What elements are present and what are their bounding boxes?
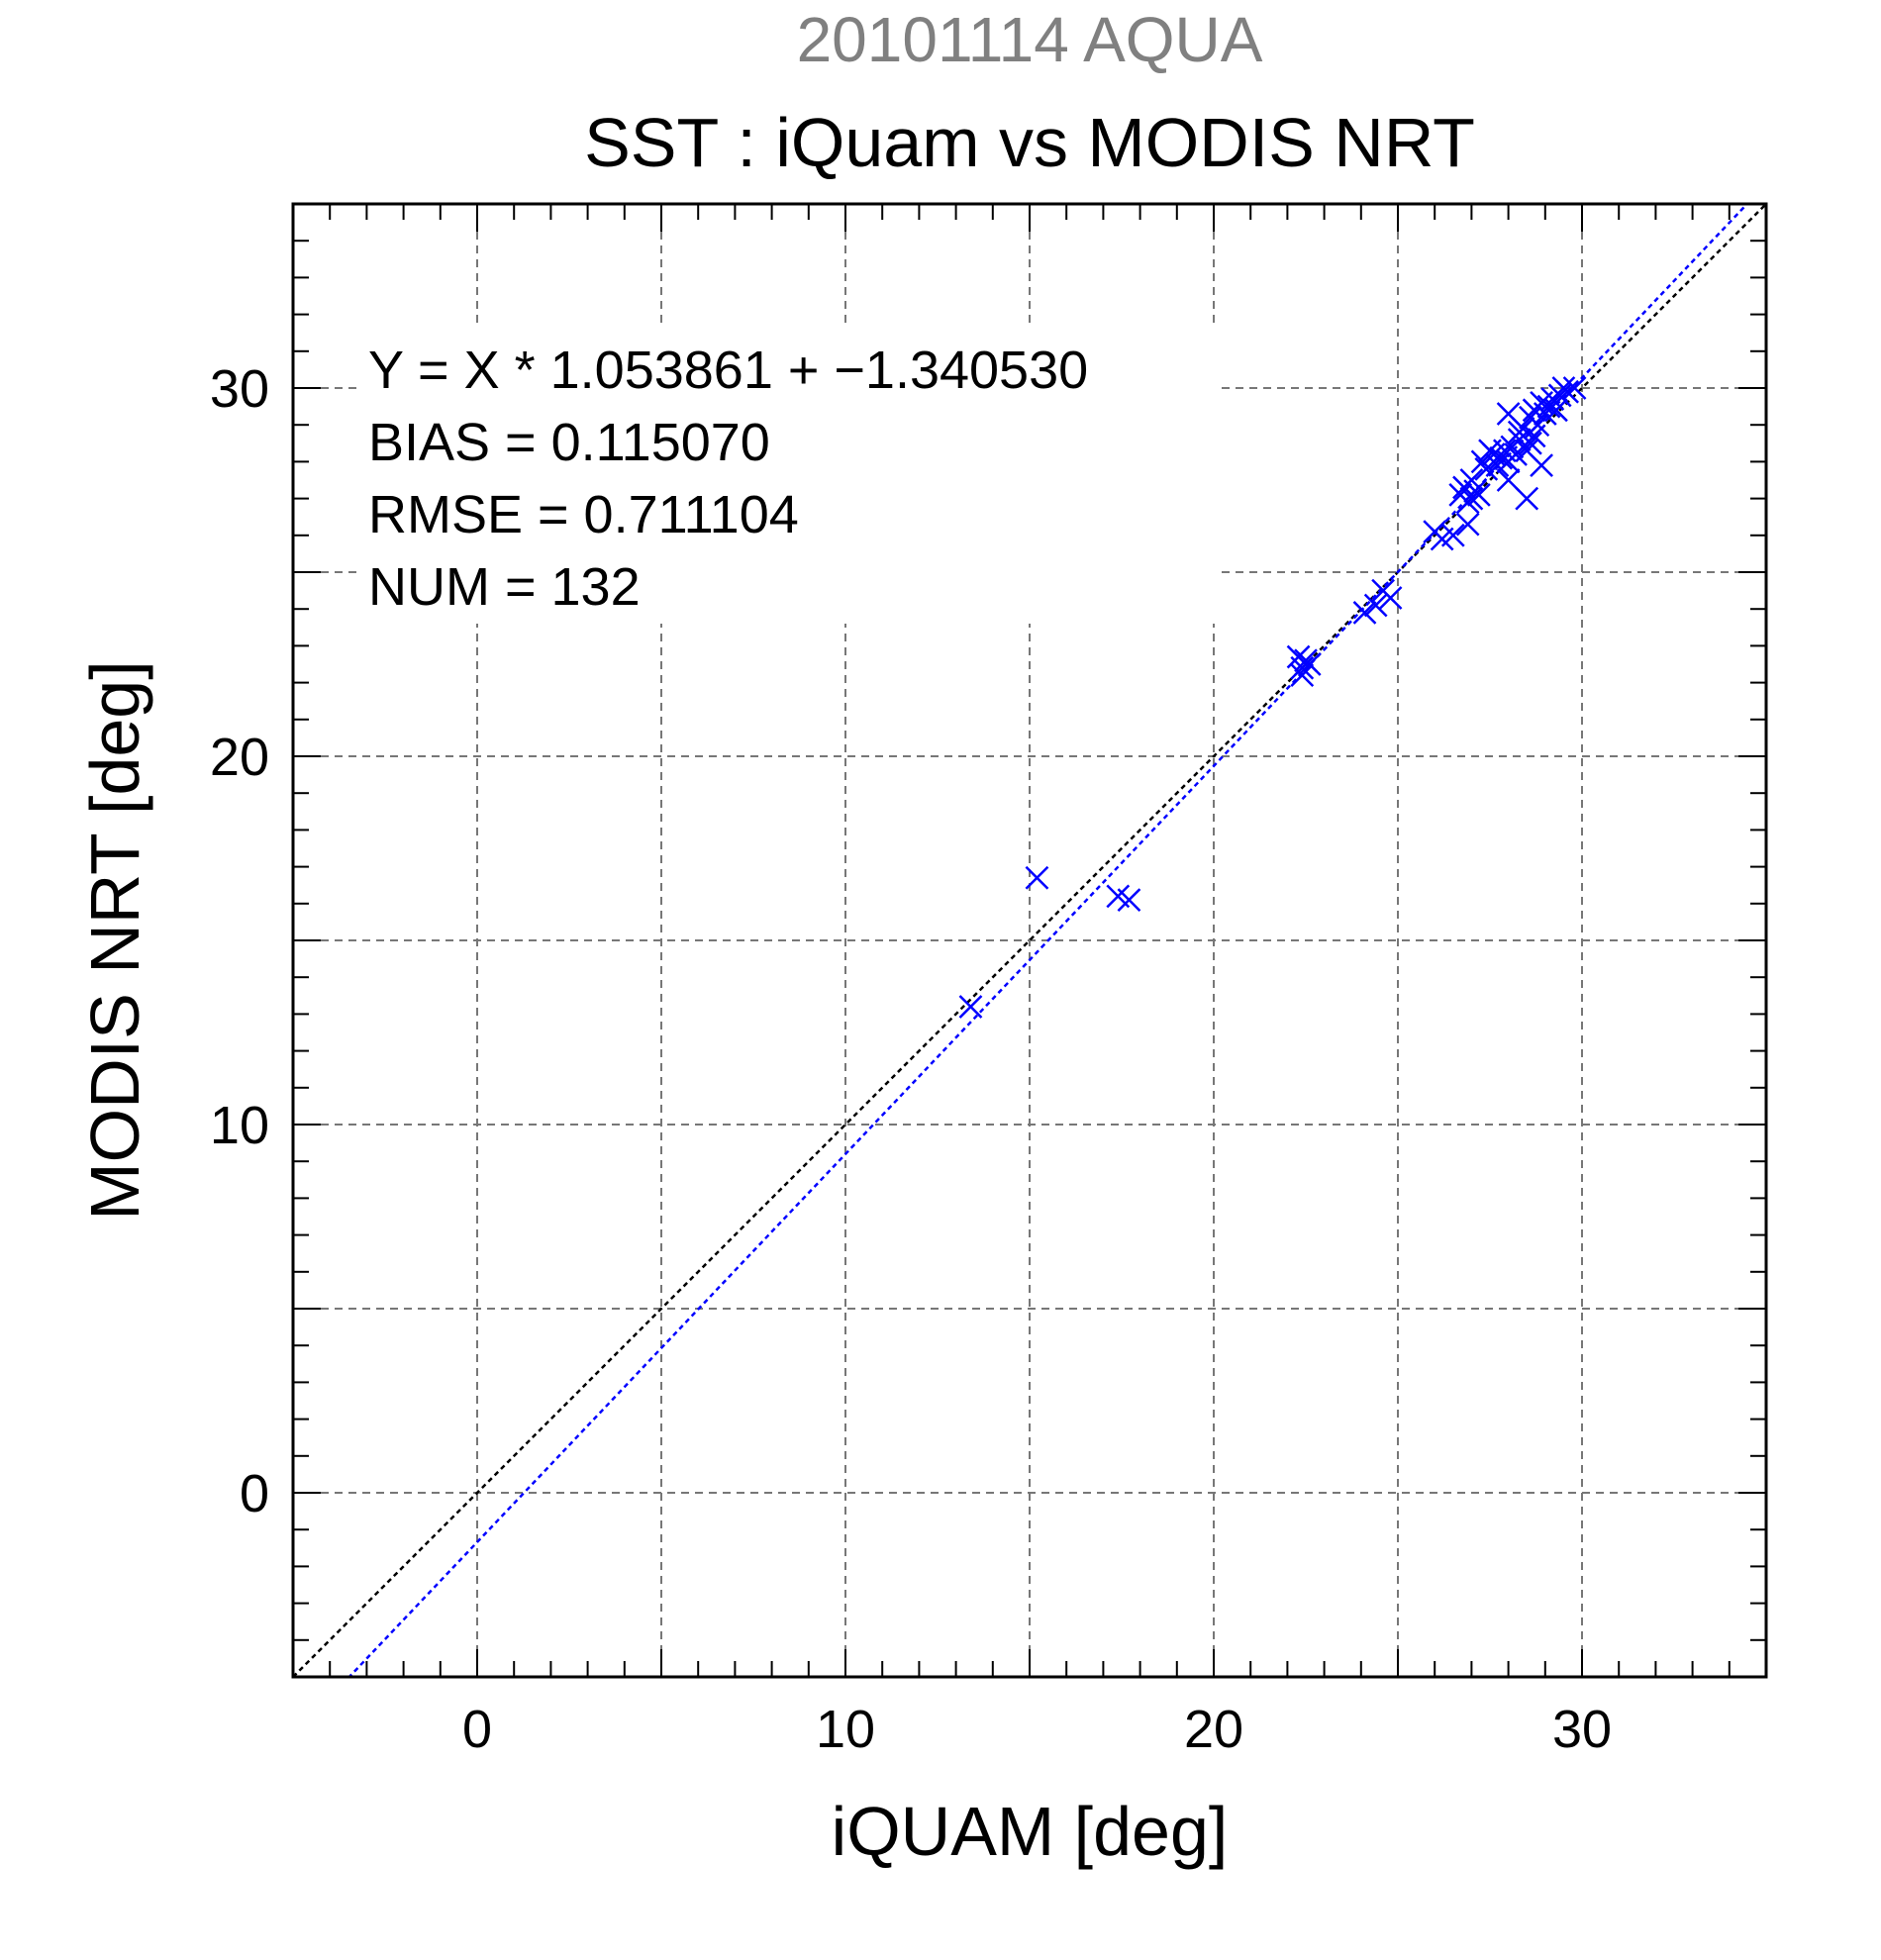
data-point-stroke (1547, 383, 1572, 408)
data-point-stroke (1352, 601, 1377, 625)
data-point (1297, 652, 1322, 676)
data-point-stroke (1515, 486, 1539, 511)
grid-lines (293, 204, 1766, 1677)
data-point-stroke (1496, 468, 1521, 492)
fit-line (347, 204, 1749, 1677)
data-point-stroke (1455, 512, 1480, 537)
data-point-stroke (1507, 420, 1532, 444)
x-tick-labels: 0 10 20 30 (462, 1700, 1612, 1759)
data-point-stroke (1117, 888, 1141, 912)
data-point-stroke (1459, 468, 1484, 492)
data-point-stroke (1519, 431, 1542, 455)
y-tick-labels: 0 10 20 30 (210, 359, 269, 1523)
data-point-stroke (1530, 453, 1553, 478)
stats-line: NUM = 132 (368, 557, 641, 617)
data-point (1025, 865, 1049, 890)
data-point (1459, 468, 1484, 492)
x-tick-label: 20 (1184, 1700, 1243, 1759)
data-point (1363, 593, 1388, 618)
y-tick-label: 10 (210, 1096, 269, 1155)
data-points (958, 376, 1587, 1019)
stats-line: Y = X * 1.053861 + −1.340530 (368, 341, 1088, 400)
reference-lines (293, 204, 1766, 1677)
data-point-stroke (1515, 439, 1539, 463)
data-point (1440, 523, 1465, 547)
chart-title: SST : iQuam vs MODIS NRT (584, 104, 1475, 181)
x-tick-label: 30 (1552, 1700, 1612, 1759)
x-tick-label: 0 (462, 1700, 492, 1759)
data-point-stroke (1290, 655, 1315, 680)
data-point (1478, 439, 1502, 463)
data-point-stroke (1106, 884, 1131, 909)
data-point (1290, 663, 1315, 688)
stats-annotation: Y = X * 1.053861 + −1.340530 BIAS = 0.115… (356, 327, 1218, 624)
data-point (1519, 431, 1542, 455)
data-point (1544, 398, 1568, 423)
data-point (1547, 383, 1572, 408)
y-tick-label: 30 (210, 359, 269, 419)
data-point-stroke (958, 995, 983, 1019)
stats-line: BIAS = 0.115070 (368, 413, 770, 472)
data-point-stroke (1025, 865, 1049, 890)
data-point-stroke (1459, 486, 1484, 511)
data-point (1378, 586, 1403, 610)
data-point-stroke (1297, 652, 1322, 676)
data-point (1290, 655, 1315, 680)
data-point-stroke (1290, 663, 1315, 688)
x-tick-label: 10 (816, 1700, 875, 1759)
data-point-stroke (1363, 593, 1388, 618)
data-point-stroke (1466, 482, 1491, 507)
y-tick-label: 0 (240, 1464, 269, 1523)
data-point (1555, 379, 1580, 404)
y-axis-label: MODIS NRT [deg] (76, 660, 153, 1220)
x-axis-label: iQUAM [deg] (832, 1793, 1229, 1870)
data-point-stroke (1478, 439, 1502, 463)
data-point (1117, 888, 1141, 912)
y-tick-label: 20 (210, 728, 269, 787)
data-point (1496, 468, 1521, 492)
plot-frame (291, 202, 1768, 1679)
data-point (1466, 482, 1491, 507)
data-point (1352, 601, 1377, 625)
data-point-stroke (1562, 376, 1587, 400)
data-point (1526, 413, 1550, 438)
data-point (1515, 486, 1539, 511)
data-point-stroke (1496, 402, 1521, 426)
data-point (1455, 512, 1480, 537)
chart-supertitle: 20101114 AQUA (797, 4, 1263, 75)
data-point-stroke (1470, 449, 1495, 474)
data-point-stroke (1544, 398, 1568, 423)
data-point-stroke (1526, 413, 1550, 438)
data-point-stroke (1555, 379, 1580, 404)
stats-line: RMSE = 0.711104 (368, 485, 799, 544)
minor-ticks (293, 204, 1766, 1677)
data-point (958, 995, 983, 1019)
data-point (1459, 486, 1484, 511)
data-point-stroke (1378, 586, 1403, 610)
data-point (1530, 453, 1553, 478)
stats-background (356, 327, 1218, 624)
data-point (1562, 376, 1587, 400)
data-point-stroke (1440, 523, 1465, 547)
data-point-stroke (1286, 644, 1311, 669)
data-point (1470, 449, 1495, 474)
